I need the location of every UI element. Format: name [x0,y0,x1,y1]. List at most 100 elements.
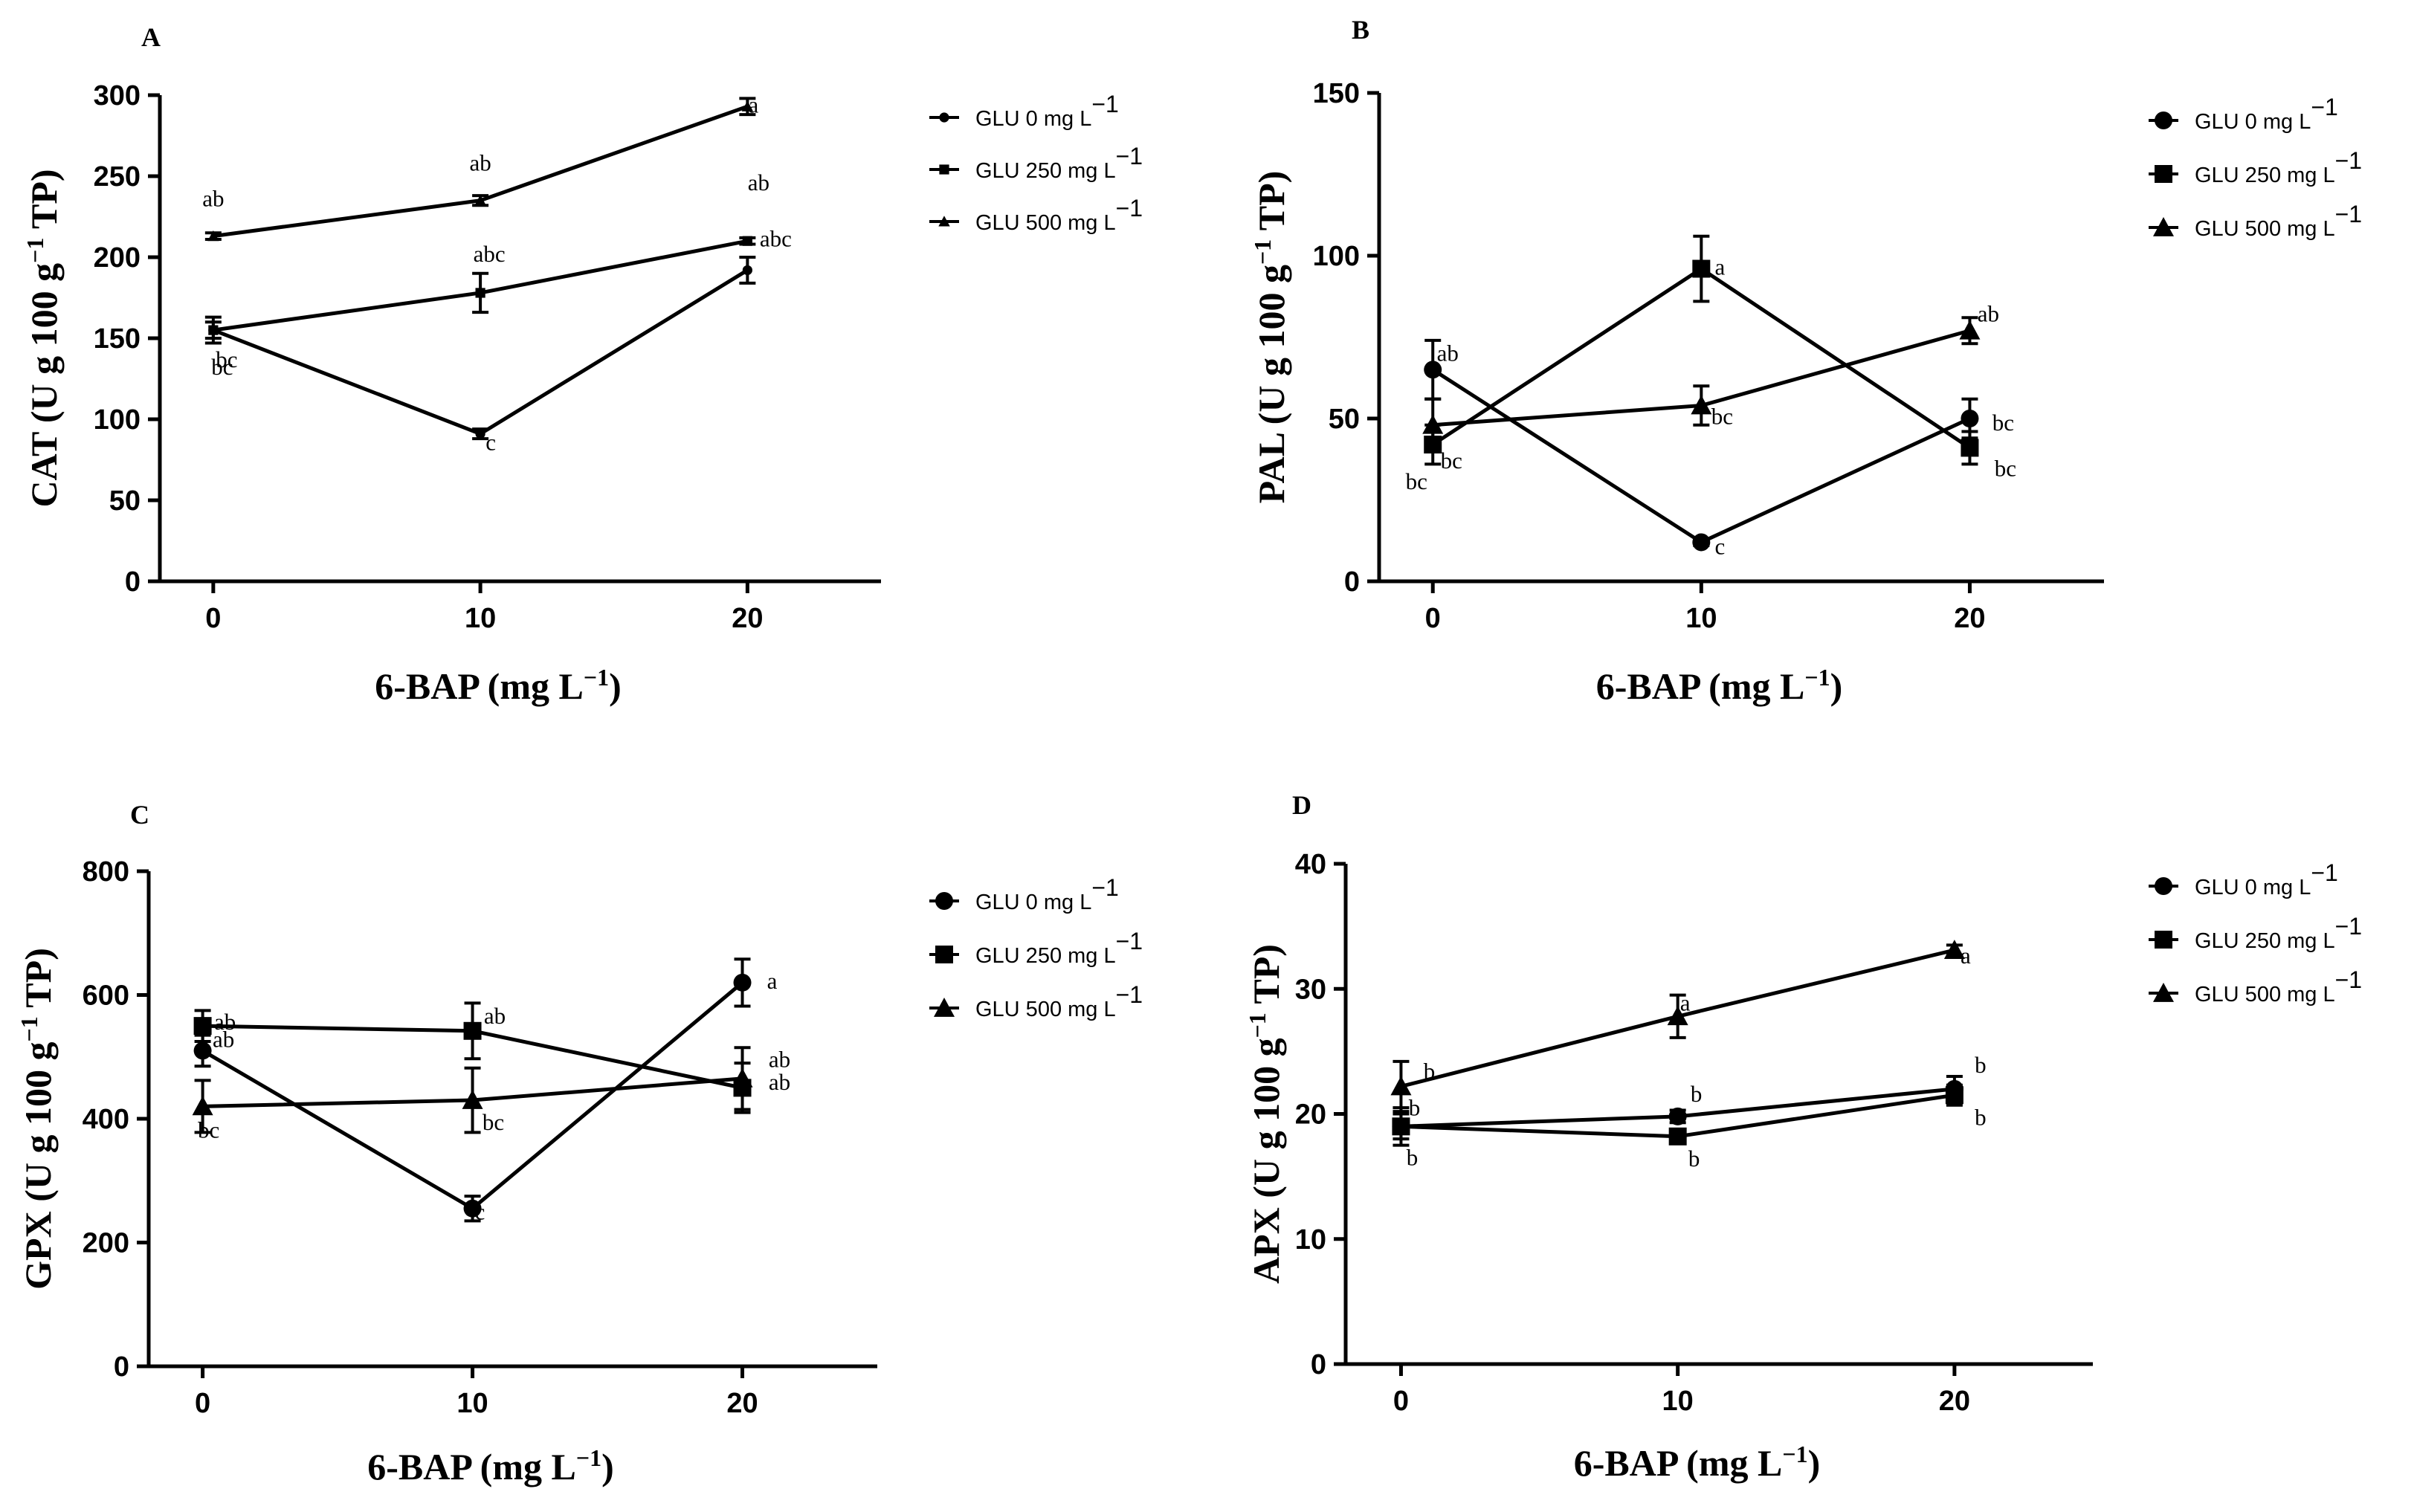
data-point [1667,1006,1688,1026]
legend-item: GLU 250 mg L−1 [2149,147,2362,187]
significance-label: bc [211,354,233,380]
data-point [1668,1127,1687,1146]
legend-label: GLU 250 mg L−1 [975,143,1143,183]
y-axis-title: GPX (U g 100 g−1 TP) [16,948,59,1290]
significance-label: c [475,1199,485,1225]
legend-marker [2155,112,2172,129]
x-tick-label: 10 [465,603,496,634]
x-axis-title: 6-BAP (mg L−1) [1574,1441,1820,1484]
data-point [1692,259,1711,278]
significance-label: a [748,91,758,117]
legend-marker [939,164,949,175]
legend-label: GLU 500 mg L−1 [975,981,1143,1021]
significance-label: ab [748,169,769,196]
y-axis-title: CAT (U g 100 g−1 TP) [22,169,65,507]
significance-label: b [1975,1104,1987,1130]
data-point [1943,940,1965,959]
legend-item: GLU 0 mg L−1 [929,874,1119,914]
x-tick-label: 0 [1425,603,1441,634]
y-axis-title: PAL (U g 100 g−1 TP) [1249,171,1292,504]
legend-marker [935,892,953,910]
legend-item: GLU 0 mg L−1 [929,91,1119,131]
legend-label: GLU 0 mg L−1 [975,91,1119,131]
series-square: bc a bc [1406,234,2016,494]
significance-label: ab [469,150,491,176]
legend-label: GLU 250 mg L−1 [2195,147,2362,187]
series-square: b bb [1392,1083,1987,1172]
significance-label: ab [213,1026,234,1052]
y-axis-title: APX (U g 100 g−1 TP) [1244,944,1287,1284]
y-tick-label: 0 [1311,1349,1326,1380]
y-tick-label: 400 [83,1104,129,1135]
series-triangle: ab ab a [202,91,758,242]
x-tick-label: 0 [1393,1386,1409,1417]
data-point [1424,361,1442,379]
y-tick-label: 0 [114,1351,129,1383]
series-triangle: bc bc ab [1422,301,1999,474]
significance-label: bc [1441,448,1462,474]
legend-item: GLU 500 mg L−1 [929,195,1143,235]
significance-label: a [1680,989,1691,1015]
legend: GLU 0 mg L−1 GLU 250 mg L−1 GLU 500 mg L−1 [2149,859,2362,1007]
data-point [192,1096,213,1116]
data-point [742,236,752,246]
y-tick-label: 40 [1295,849,1326,880]
data-point [193,1041,212,1060]
significance-label: ab [484,1003,506,1029]
y-tick-label: 50 [1329,404,1360,435]
legend-item: GLU 0 mg L−1 [2149,859,2338,899]
legend: GLU 0 mg L−1 GLU 250 mg L−1 GLU 500 mg L−1 [929,91,1143,235]
legend-label: GLU 0 mg L−1 [975,874,1119,914]
y-tick-label: 10 [1295,1224,1326,1256]
data-point [1692,533,1711,552]
data-point [463,1199,482,1218]
data-point [1668,1107,1687,1125]
y-tick-label: 0 [1344,566,1360,598]
legend-label: GLU 500 mg L−1 [975,195,1143,235]
panel-c: C 0 200 400 600 800 0 10 20 6-BAP (mg L−1) GPX (U … [16,800,1143,1487]
x-tick-label: 0 [205,603,221,634]
x-tick-label: 20 [732,603,763,634]
significance-label: bc [216,346,237,372]
y-tick-label: 20 [1295,1099,1326,1131]
data-point [733,973,752,992]
series-square: bc abc ab [204,169,769,372]
data-point [1390,1076,1412,1096]
data-point [207,230,219,242]
legend-item: GLU 500 mg L−1 [2149,201,2362,241]
legend-item: GLU 250 mg L−1 [2149,913,2362,953]
significance-label: b [1409,1094,1421,1120]
data-point [462,1090,483,1109]
panel-letter: C [130,800,149,830]
series-circle: ab c a [193,957,778,1225]
legend-item: GLU 0 mg L−1 [2149,94,2338,134]
significance-label: b [1975,1052,1987,1078]
significance-label: bc [1995,455,2016,481]
x-axis-title: 6-BAP (mg L−1) [1596,664,1842,707]
legend-label: GLU 0 mg L−1 [2195,859,2338,899]
y-tick-label: 300 [94,80,141,112]
x-tick-label: 0 [195,1388,210,1419]
legend-marker [939,112,949,123]
legend-marker [2155,165,2172,183]
data-point [474,195,486,206]
data-point [1959,320,1981,340]
legend-marker [2153,983,2174,1002]
panel-letter: A [141,22,161,52]
x-tick-label: 20 [1939,1386,1970,1417]
y-tick-label: 600 [83,980,129,1012]
legend-item: GLU 250 mg L−1 [929,143,1143,183]
significance-label: c [1714,533,1725,559]
significance-label: b [1407,1144,1419,1170]
y-tick-label: 0 [125,566,141,598]
data-point [1945,1086,1963,1105]
legend-label: GLU 500 mg L−1 [2195,966,2362,1007]
y-tick-label: 800 [83,856,129,888]
y-tick-label: 100 [94,404,141,436]
panel-letter: D [1292,790,1311,820]
data-point [742,265,752,276]
data-point [475,429,485,439]
significance-label: abc [474,241,506,267]
legend-marker [938,216,950,227]
